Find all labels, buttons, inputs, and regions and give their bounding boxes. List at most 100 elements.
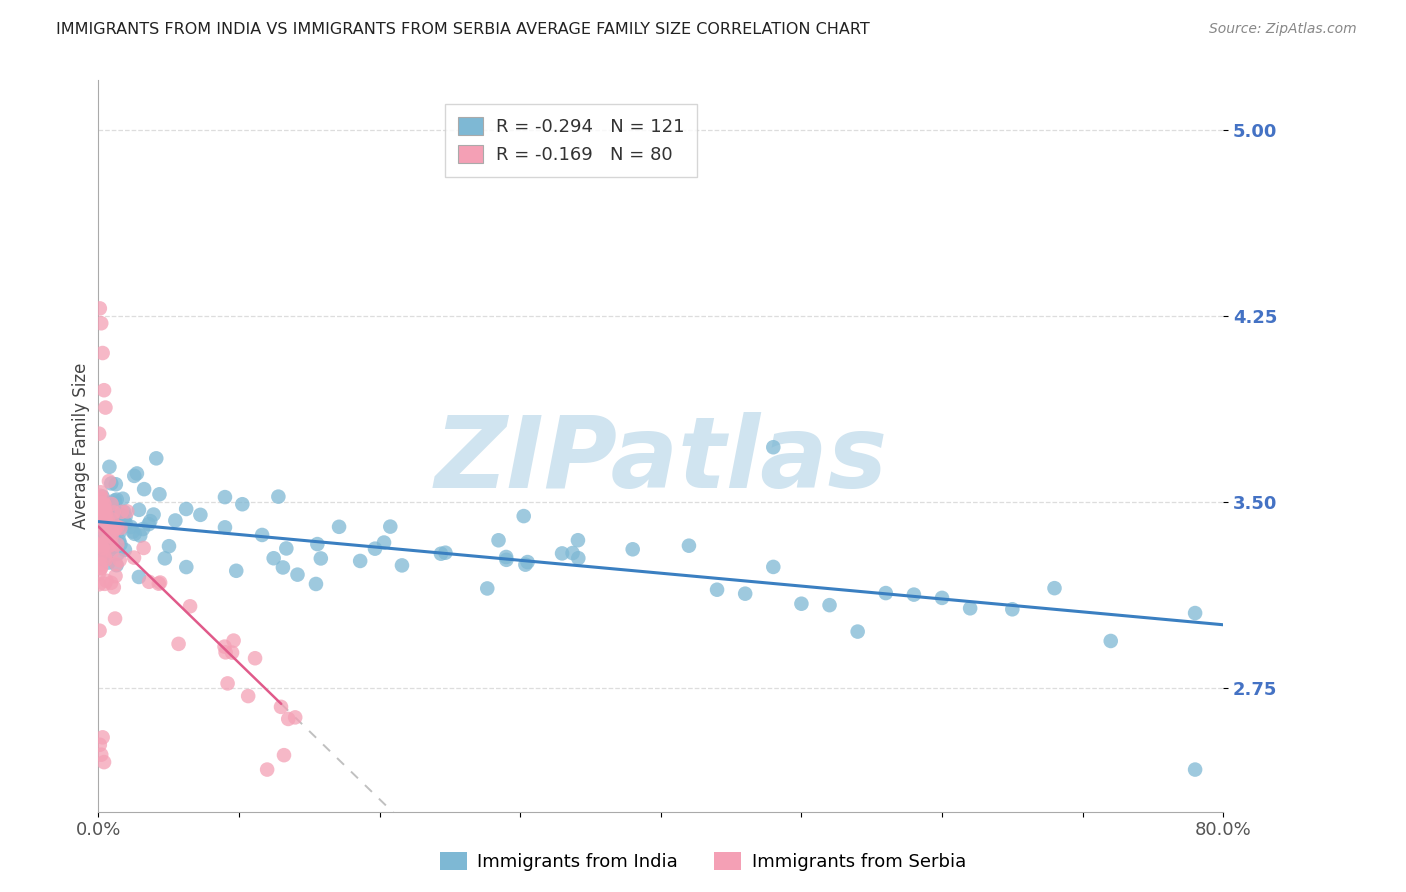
Point [89, 489, 111, 503]
Point [90, 518, 112, 533]
Point [214, 520, 236, 534]
Point [134, 482, 156, 496]
Point [96, 502, 118, 516]
Point [267, 490, 290, 504]
Point [225, 564, 247, 578]
Point [149, 575, 172, 590]
Point [477, 582, 499, 596]
Point [105, 492, 128, 507]
Point [846, 624, 869, 639]
Point [120, 520, 142, 534]
Point [124, 526, 146, 541]
Point [263, 551, 285, 566]
Point [100, 497, 122, 511]
Point [515, 558, 537, 572]
Point [101, 513, 124, 527]
Point [132, 522, 155, 536]
Point [90, 545, 112, 559]
Point [110, 508, 132, 523]
Point [93, 577, 115, 591]
Point [90, 496, 112, 510]
Point [176, 560, 198, 574]
Point [94, 502, 117, 516]
Point [91, 505, 114, 519]
Point [790, 597, 813, 611]
Point [110, 537, 132, 551]
Point [174, 502, 197, 516]
Point [221, 646, 243, 660]
Point [90, 485, 112, 500]
Point [90, 524, 112, 539]
Point [217, 676, 239, 690]
Point [104, 496, 127, 510]
Point [328, 520, 350, 534]
Point [91, 507, 114, 521]
Point [112, 513, 135, 527]
Point [98, 515, 121, 529]
Point [148, 576, 170, 591]
Legend: R = -0.294   N = 121, R = -0.169   N = 80: R = -0.294 N = 121, R = -0.169 N = 80 [444, 104, 697, 177]
Point [93, 383, 115, 397]
Point [157, 539, 180, 553]
Point [93, 521, 115, 535]
Point [243, 651, 266, 665]
Point [96, 518, 118, 533]
Point [762, 560, 785, 574]
Point [1184, 763, 1206, 777]
Point [89, 426, 111, 441]
Point [90, 549, 112, 563]
Point [567, 533, 589, 548]
Point [305, 577, 328, 591]
Point [124, 468, 146, 483]
Point [256, 763, 278, 777]
Point [100, 476, 122, 491]
Point [142, 508, 165, 522]
Point [270, 699, 292, 714]
Point [114, 509, 136, 524]
Point [100, 575, 122, 590]
Point [98, 459, 121, 474]
Point [101, 524, 124, 539]
Point [167, 637, 190, 651]
Point [434, 546, 457, 560]
Point [96, 516, 118, 531]
Point [762, 440, 785, 454]
Point [165, 513, 187, 527]
Point [107, 547, 129, 561]
Point [132, 541, 155, 555]
Point [138, 517, 160, 532]
Point [93, 502, 115, 516]
Point [104, 522, 127, 536]
Point [98, 530, 121, 544]
Text: ZIPatlas: ZIPatlas [434, 412, 887, 509]
Point [91, 491, 114, 506]
Point [91, 346, 114, 360]
Point [97, 474, 120, 488]
Text: Source: ZipAtlas.com: Source: ZipAtlas.com [1209, 22, 1357, 37]
Point [89, 539, 111, 553]
Point [89, 301, 111, 316]
Point [117, 504, 139, 518]
Point [561, 546, 583, 560]
Point [94, 552, 117, 566]
Point [678, 539, 700, 553]
Point [94, 401, 117, 415]
Legend: Immigrants from India, Immigrants from Serbia: Immigrants from India, Immigrants from S… [432, 845, 974, 879]
Point [90, 508, 112, 522]
Point [105, 557, 128, 571]
Point [90, 558, 112, 572]
Point [89, 566, 111, 580]
Point [94, 521, 117, 535]
Point [93, 755, 115, 769]
Point [1099, 634, 1122, 648]
Point [89, 510, 111, 524]
Point [100, 530, 122, 544]
Point [91, 551, 114, 566]
Point [214, 490, 236, 504]
Point [93, 498, 115, 512]
Point [91, 505, 114, 519]
Point [128, 503, 150, 517]
Point [307, 537, 329, 551]
Point [104, 493, 127, 508]
Point [391, 558, 413, 573]
